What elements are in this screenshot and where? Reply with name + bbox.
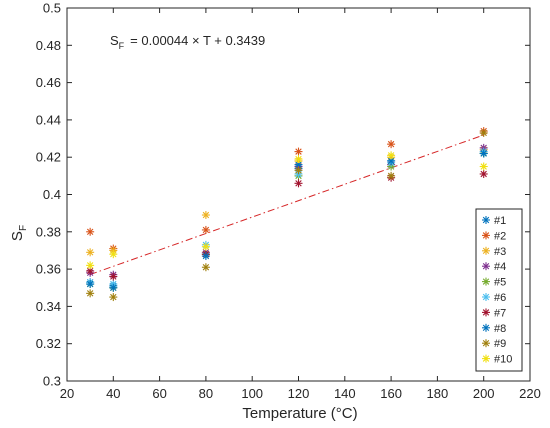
legend-marker <box>482 339 490 348</box>
data-point <box>479 149 488 158</box>
data-point <box>294 166 303 175</box>
legend-entry: #7 <box>494 307 506 319</box>
legend-entry: #6 <box>494 292 506 304</box>
legend-entry: #5 <box>494 277 506 289</box>
legend-marker <box>482 323 490 332</box>
y-tick-label: 0.5 <box>43 1 61 16</box>
data-point <box>86 227 95 236</box>
y-tick-label: 0.42 <box>36 150 61 165</box>
legend-marker <box>482 216 490 224</box>
legend-entry: #3 <box>494 246 506 258</box>
x-tick-label: 200 <box>473 386 495 401</box>
data-point <box>387 171 396 180</box>
data-point <box>294 155 303 164</box>
legend-entry: #4 <box>494 261 506 273</box>
x-tick-label: 40 <box>106 386 120 401</box>
y-axis-label-main: S <box>9 231 26 241</box>
fit-equation-lhs: S <box>110 33 119 48</box>
x-tick-label: 180 <box>427 386 449 401</box>
legend-entry: #10 <box>494 354 512 366</box>
data-point <box>479 128 488 137</box>
legend-marker <box>482 262 490 271</box>
y-tick-label: 0.3 <box>43 374 61 389</box>
y-tick-label: 0.46 <box>36 75 61 90</box>
data-point <box>86 280 95 289</box>
y-tick-label: 0.4 <box>43 187 61 202</box>
data-point <box>109 272 118 281</box>
x-tick-label: 160 <box>380 386 402 401</box>
y-tick-label: 0.36 <box>36 262 61 277</box>
data-point <box>201 263 210 272</box>
data-point <box>109 293 118 302</box>
data-point <box>479 169 488 178</box>
data-point <box>86 289 95 298</box>
y-tick-label: 0.34 <box>36 299 61 314</box>
y-tick-label: 0.38 <box>36 224 61 239</box>
x-tick-label: 80 <box>199 386 213 401</box>
plot-area <box>67 8 530 381</box>
legend-marker <box>482 277 490 286</box>
x-tick-label: 20 <box>60 386 74 401</box>
legend-entry: #1 <box>494 215 506 227</box>
data-point <box>294 147 303 156</box>
y-axis-label-sub: F <box>18 225 29 231</box>
data-point <box>86 266 95 275</box>
x-tick-label: 120 <box>288 386 310 401</box>
x-tick-label: 60 <box>152 386 166 401</box>
data-point <box>201 211 210 220</box>
y-tick-label: 0.48 <box>36 38 61 53</box>
data-point <box>109 250 118 259</box>
data-point <box>86 248 95 257</box>
data-point <box>479 162 488 171</box>
fit-equation: SF = 0.00044 × T + 0.3439 <box>110 33 265 51</box>
y-tick-label: 0.32 <box>36 336 61 351</box>
legend-marker <box>482 293 490 301</box>
legend-marker <box>482 308 490 317</box>
legend-marker <box>482 354 490 363</box>
data-point <box>387 151 396 160</box>
y-tick-label: 0.44 <box>36 112 61 127</box>
data-point <box>387 140 396 149</box>
data-point <box>201 242 210 251</box>
x-tick-label: 100 <box>241 386 263 401</box>
x-tick-label: 220 <box>519 386 541 401</box>
legend-entry: #2 <box>494 230 506 242</box>
fit-equation-rhs: = 0.00044 × T + 0.3439 <box>130 33 265 48</box>
data-point <box>201 225 210 234</box>
legend-marker <box>482 246 490 255</box>
fit-line <box>89 134 484 275</box>
data-point <box>201 252 210 261</box>
legend-marker <box>482 231 490 240</box>
y-axis-label: SF <box>9 225 29 241</box>
data-point <box>109 283 118 292</box>
legend-entry: #9 <box>494 338 506 350</box>
data-point <box>86 261 95 270</box>
legend-box <box>475 208 523 372</box>
x-tick-label: 140 <box>334 386 356 401</box>
legend-entry: #8 <box>494 323 506 335</box>
fit-equation-lhs-sub: F <box>119 41 125 51</box>
x-axis-label: Temperature (°C) <box>242 405 357 422</box>
data-point <box>294 179 303 188</box>
